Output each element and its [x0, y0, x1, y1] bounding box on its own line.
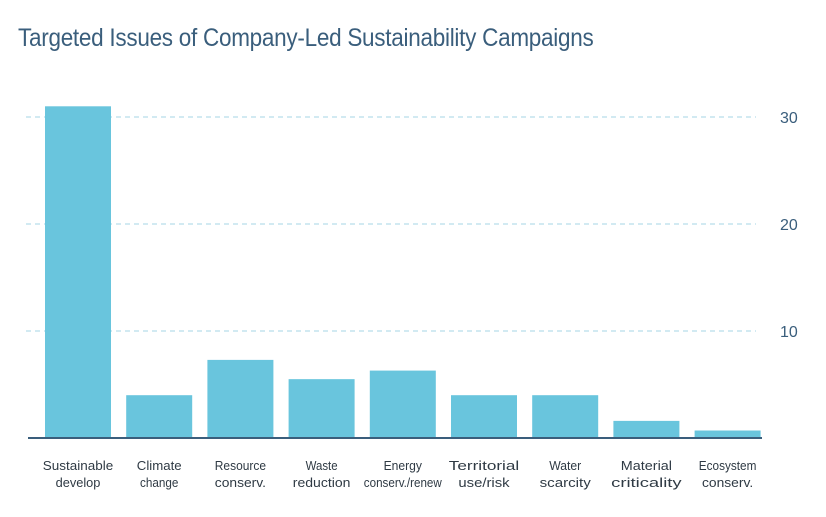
x-label-2: Resource conserv.	[215, 458, 266, 490]
chart-title: Targeted Issues of Company-Led Sustainab…	[18, 24, 594, 52]
x-label-5: Territorial use/risk	[449, 458, 520, 490]
bar-4	[369, 370, 436, 438]
x-label-4: Energy conserv./renew	[364, 458, 443, 490]
x-label-6: Water scarcity	[540, 458, 592, 490]
bars	[45, 106, 761, 439]
x-label-0: Sustainable develop	[43, 458, 113, 490]
bar-6	[532, 395, 599, 438]
x-label-8: Ecosystem conserv.	[699, 458, 757, 490]
y-axis-ticks: 10 20 30	[780, 110, 798, 341]
bar-7	[613, 420, 680, 438]
grid-lines	[26, 116, 756, 332]
y-tick-30: 30	[780, 110, 798, 127]
x-axis-labels: Sustainable develop Climate change Resource c…	[43, 458, 757, 490]
x-label-3: Waste reduction	[293, 458, 351, 490]
bar-3	[288, 379, 355, 438]
x-label-1: Climate change	[137, 458, 182, 490]
bar-0	[45, 106, 111, 439]
bar-5	[451, 395, 517, 438]
bar-2	[207, 359, 274, 438]
x-label-7: Material criticality	[611, 458, 682, 490]
y-tick-10: 10	[780, 324, 798, 341]
bar-8	[694, 430, 761, 438]
bar-1	[126, 395, 193, 438]
y-tick-20: 20	[780, 217, 798, 234]
